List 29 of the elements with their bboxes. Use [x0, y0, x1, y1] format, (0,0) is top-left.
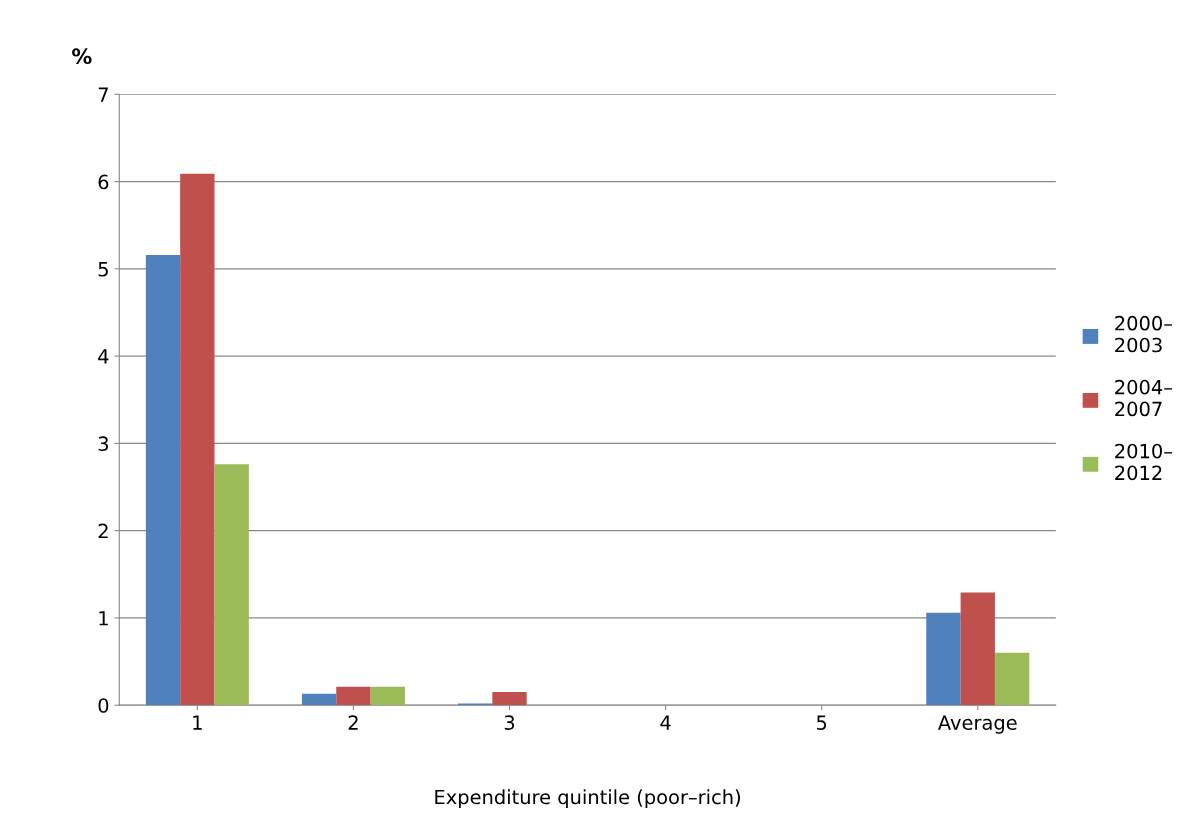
bar [926, 612, 961, 706]
y-tick-label: 4 [98, 349, 109, 364]
x-tick-label: 1 [193, 715, 202, 730]
x-tick-label: 2 [348, 715, 358, 730]
x-axis-title: Expenditure quintile (poor–rich) [435, 789, 740, 809]
y-tick-label: 1 [99, 611, 108, 626]
legend-label: 2004– 2007 [1115, 379, 1173, 417]
bar [994, 652, 1030, 706]
bar [301, 693, 337, 706]
bar [336, 686, 371, 706]
bar [960, 592, 995, 706]
bar [214, 464, 249, 706]
bar [145, 254, 181, 706]
bar [180, 173, 215, 706]
x-tick-label: 5 [816, 715, 827, 730]
y-tick-label: 3 [98, 436, 109, 452]
bar [370, 686, 405, 706]
x-tick-label: 4 [660, 715, 671, 730]
y-tick-label: 5 [98, 262, 108, 277]
y-tick-label: 0 [98, 698, 109, 713]
y-axis-title: % [72, 48, 92, 65]
y-tick-label: 6 [98, 174, 109, 190]
legend-label: 2000– 2003 [1115, 315, 1173, 353]
x-tick-label: Average [937, 715, 1017, 734]
y-tick-label: 2 [98, 523, 108, 539]
bar [492, 692, 527, 706]
x-tick-label: 3 [504, 715, 515, 730]
legend-label: 2010– 2012 [1115, 443, 1173, 481]
y-tick-label: 7 [98, 87, 108, 102]
